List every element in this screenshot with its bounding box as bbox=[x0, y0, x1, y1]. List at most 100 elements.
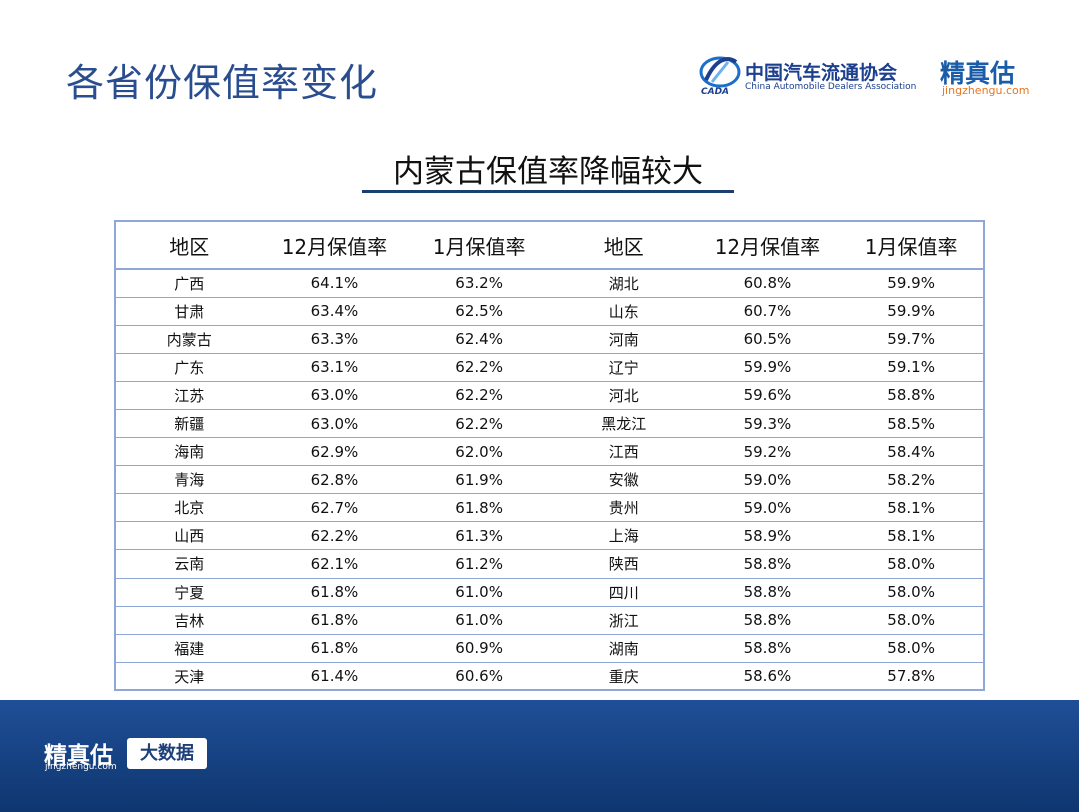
cell-jan-rate-left: 60.9% bbox=[406, 634, 552, 663]
cell-region-right: 上海 bbox=[551, 521, 696, 551]
cell-region-left: 广西 bbox=[114, 269, 263, 298]
table-row: 天津 61.4% 60.6% 重庆 58.6% 57.8% bbox=[114, 662, 985, 692]
cell-jan-rate-right: 59.9% bbox=[839, 297, 985, 326]
jzg-logo: 精真估 jingzhengu.com bbox=[940, 54, 1040, 98]
cell-dec-rate-left: 63.0% bbox=[262, 381, 407, 410]
cell-jan-rate-right: 58.8% bbox=[839, 381, 985, 410]
cell-jan-rate-left: 62.2% bbox=[406, 381, 552, 410]
cell-region-right: 重庆 bbox=[551, 662, 696, 692]
table-row: 北京 62.7% 61.8% 贵州 59.0% 58.1% bbox=[114, 493, 985, 523]
cell-dec-rate-left: 63.4% bbox=[262, 297, 407, 326]
table-row: 宁夏 61.8% 61.0% 四川 58.8% 58.0% bbox=[114, 578, 985, 607]
cell-dec-rate-left: 62.7% bbox=[262, 493, 407, 523]
table-row: 内蒙古 63.3% 62.4% 河南 60.5% 59.7% bbox=[114, 325, 985, 354]
cell-region-left: 广东 bbox=[114, 353, 263, 382]
cell-jan-rate-left: 60.6% bbox=[406, 662, 552, 692]
cell-dec-rate-left: 63.0% bbox=[262, 409, 407, 439]
table-row: 广西 64.1% 63.2% 湖北 60.8% 59.9% bbox=[114, 269, 985, 298]
cell-region-left: 内蒙古 bbox=[114, 325, 263, 354]
cell-region-right: 江西 bbox=[551, 437, 696, 467]
cell-jan-rate-right: 58.1% bbox=[839, 521, 985, 551]
cell-dec-rate-right: 59.0% bbox=[695, 493, 840, 523]
table-row: 新疆 63.0% 62.2% 黑龙江 59.3% 58.5% bbox=[114, 409, 985, 439]
cell-dec-rate-right: 58.8% bbox=[695, 549, 840, 579]
cell-dec-rate-left: 62.8% bbox=[262, 465, 407, 495]
table-row: 山西 62.2% 61.3% 上海 58.9% 58.1% bbox=[114, 521, 985, 551]
cada-emblem-icon: CADA bbox=[699, 56, 741, 96]
cell-region-left: 新疆 bbox=[114, 409, 263, 439]
cell-region-right: 河南 bbox=[551, 325, 696, 354]
cell-jan-rate-left: 62.0% bbox=[406, 437, 552, 467]
table-row: 甘肃 63.4% 62.5% 山东 60.7% 59.9% bbox=[114, 297, 985, 326]
cell-jan-rate-left: 61.8% bbox=[406, 493, 552, 523]
cell-jan-rate-left: 62.5% bbox=[406, 297, 552, 326]
table-row: 青海 62.8% 61.9% 安徽 59.0% 58.2% bbox=[114, 465, 985, 495]
cell-jan-rate-right: 59.7% bbox=[839, 325, 985, 354]
cell-jan-rate-right: 57.8% bbox=[839, 662, 985, 692]
header-jan-rate-left: 1月保值率 bbox=[406, 220, 552, 270]
cell-jan-rate-left: 61.2% bbox=[406, 549, 552, 579]
cell-jan-rate-right: 58.0% bbox=[839, 606, 985, 635]
footer-big-data-badge: 大数据 bbox=[127, 738, 207, 769]
cell-jan-rate-right: 58.4% bbox=[839, 437, 985, 467]
cell-jan-rate-right: 58.0% bbox=[839, 578, 985, 607]
cell-dec-rate-right: 59.9% bbox=[695, 353, 840, 382]
cell-jan-rate-right: 58.1% bbox=[839, 493, 985, 523]
header-dec-rate-left: 12月保值率 bbox=[262, 220, 407, 270]
cada-mark-text: CADA bbox=[701, 87, 729, 96]
table-header-row: 地区 12月保值率 1月保值率 地区 12月保值率 1月保值率 bbox=[114, 220, 985, 270]
jzg-logo-name: 精真估 bbox=[940, 59, 1016, 88]
cell-dec-rate-right: 59.0% bbox=[695, 465, 840, 495]
cell-region-left: 山西 bbox=[114, 521, 263, 551]
cell-jan-rate-right: 58.5% bbox=[839, 409, 985, 439]
cell-jan-rate-left: 62.2% bbox=[406, 409, 552, 439]
cell-dec-rate-left: 62.2% bbox=[262, 521, 407, 551]
footer-logo-url: jingzhengu.com bbox=[45, 762, 117, 772]
cell-region-left: 北京 bbox=[114, 493, 263, 523]
cell-dec-rate-left: 64.1% bbox=[262, 269, 407, 298]
cell-dec-rate-left: 61.8% bbox=[262, 606, 407, 635]
cell-jan-rate-right: 59.1% bbox=[839, 353, 985, 382]
cell-dec-rate-left: 63.3% bbox=[262, 325, 407, 354]
cada-name-cn: 中国汽车流通协会 bbox=[745, 62, 898, 84]
header-region-right: 地区 bbox=[551, 220, 696, 270]
cell-region-left: 福建 bbox=[114, 634, 263, 663]
cada-name-en: China Automobile Dealers Association bbox=[745, 82, 917, 92]
cell-region-left: 吉林 bbox=[114, 606, 263, 635]
cell-dec-rate-right: 60.5% bbox=[695, 325, 840, 354]
cell-dec-rate-left: 63.1% bbox=[262, 353, 407, 382]
jzg-logo-url: jingzhengu.com bbox=[942, 84, 1030, 97]
cell-dec-rate-right: 58.6% bbox=[695, 662, 840, 692]
cell-dec-rate-left: 62.1% bbox=[262, 549, 407, 579]
cell-dec-rate-right: 59.2% bbox=[695, 437, 840, 467]
cell-dec-rate-left: 62.9% bbox=[262, 437, 407, 467]
cell-dec-rate-left: 61.8% bbox=[262, 578, 407, 607]
cell-region-right: 山东 bbox=[551, 297, 696, 326]
cell-region-right: 安徽 bbox=[551, 465, 696, 495]
cell-region-left: 甘肃 bbox=[114, 297, 263, 326]
subtitle: 内蒙古保值率降幅较大 bbox=[393, 154, 703, 190]
cell-region-left: 宁夏 bbox=[114, 578, 263, 607]
cell-dec-rate-left: 61.8% bbox=[262, 634, 407, 663]
cell-jan-rate-right: 58.2% bbox=[839, 465, 985, 495]
page-title: 各省份保值率变化 bbox=[66, 61, 379, 105]
cell-jan-rate-left: 62.4% bbox=[406, 325, 552, 354]
cell-dec-rate-right: 58.8% bbox=[695, 634, 840, 663]
subtitle-underline bbox=[362, 190, 734, 193]
cell-region-left: 江苏 bbox=[114, 381, 263, 410]
cell-region-right: 四川 bbox=[551, 578, 696, 607]
cell-region-left: 天津 bbox=[114, 662, 263, 692]
table-body: 广西 64.1% 63.2% 湖北 60.8% 59.9% 甘肃 63.4% 62.5% 山东 60… bbox=[114, 269, 985, 692]
cell-region-right: 陕西 bbox=[551, 549, 696, 579]
table-row: 海南 62.9% 62.0% 江西 59.2% 58.4% bbox=[114, 437, 985, 467]
cell-jan-rate-left: 62.2% bbox=[406, 353, 552, 382]
cell-region-right: 湖南 bbox=[551, 634, 696, 663]
footer-logo-name: 精真估 bbox=[44, 743, 113, 769]
cell-region-left: 青海 bbox=[114, 465, 263, 495]
cell-region-left: 海南 bbox=[114, 437, 263, 467]
table-row: 吉林 61.8% 61.0% 浙江 58.8% 58.0% bbox=[114, 606, 985, 635]
cell-region-right: 湖北 bbox=[551, 269, 696, 298]
cell-jan-rate-right: 59.9% bbox=[839, 269, 985, 298]
cell-dec-rate-right: 58.8% bbox=[695, 578, 840, 607]
retention-rate-table: 地区 12月保值率 1月保值率 地区 12月保值率 1月保值率 广西 64.1% 6… bbox=[114, 220, 985, 692]
